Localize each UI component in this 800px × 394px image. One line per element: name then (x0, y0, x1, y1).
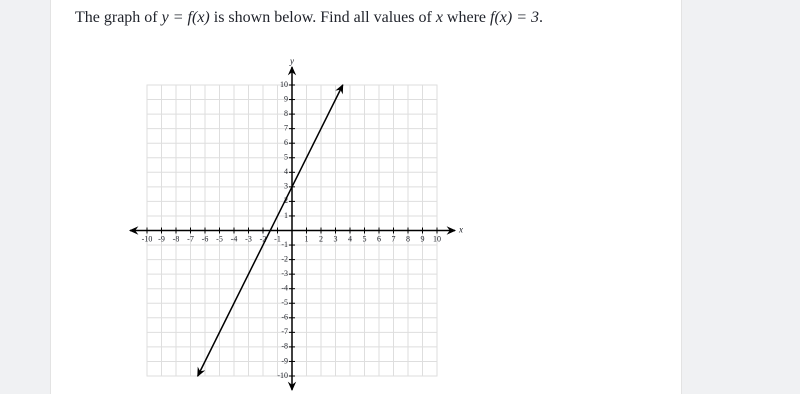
card (50, 0, 682, 394)
math-expression: y = f(x) (161, 9, 210, 26)
x-tick-label: -7 (187, 234, 194, 243)
x-tick-label: -4 (231, 234, 238, 243)
x-tick-label: 10 (433, 234, 441, 243)
x-tick-label: 5 (363, 234, 367, 243)
y-tick-label: -10 (277, 371, 288, 380)
y-tick-label: 4 (284, 167, 288, 176)
y-tick-label: 1 (284, 211, 288, 220)
y-tick-label: -3 (281, 269, 288, 278)
y-tick-label: 10 (280, 80, 288, 89)
x-tick-label: 9 (421, 234, 425, 243)
x-tick-label: -10 (142, 234, 153, 243)
y-tick-label: -9 (281, 356, 288, 365)
x-tick-label: 3 (334, 234, 338, 243)
y-tick-label: -7 (281, 327, 288, 336)
math-expression: x (435, 9, 443, 26)
y-axis-label: y (289, 56, 294, 66)
math-expression: f(x) = 3 (490, 9, 540, 26)
y-tick-label: 5 (284, 153, 288, 162)
function-line (197, 84, 344, 377)
x-tick-label: 1 (305, 234, 309, 243)
question-text: . (539, 9, 544, 26)
x-tick-label: 6 (377, 234, 381, 243)
y-tick-label: -1 (281, 240, 288, 249)
x-tick-label: -3 (245, 234, 252, 243)
question-text: The graph of (75, 9, 162, 26)
y-tick-label: 3 (284, 182, 288, 191)
y-tick-label: -4 (281, 284, 288, 293)
y-tick-label: 7 (284, 123, 288, 132)
question-text: is shown below. Find all values of (209, 9, 436, 26)
x-tick-label: -9 (158, 234, 165, 243)
y-tick-label: -6 (281, 313, 288, 322)
question-text: where (442, 9, 491, 26)
x-axis-label: x (458, 225, 463, 235)
y-tick-label: 8 (284, 109, 288, 118)
x-tick-label: -1 (274, 234, 281, 243)
y-tick-label: -8 (281, 342, 288, 351)
x-tick-label: 7 (392, 234, 396, 243)
y-tick-label: 9 (284, 94, 288, 103)
x-tick-label: 4 (348, 234, 352, 243)
y-tick-label: -5 (281, 298, 288, 307)
x-tick-label: -5 (216, 234, 223, 243)
x-tick-label: 2 (319, 234, 323, 243)
x-tick-label: -8 (173, 234, 180, 243)
x-tick-label: -6 (202, 234, 209, 243)
y-tick-label: 6 (284, 138, 288, 147)
y-tick-label: -2 (281, 254, 288, 263)
x-tick-label: 8 (406, 234, 410, 243)
question: The graph of y = f(x) is shown below. Fi… (75, 9, 543, 27)
